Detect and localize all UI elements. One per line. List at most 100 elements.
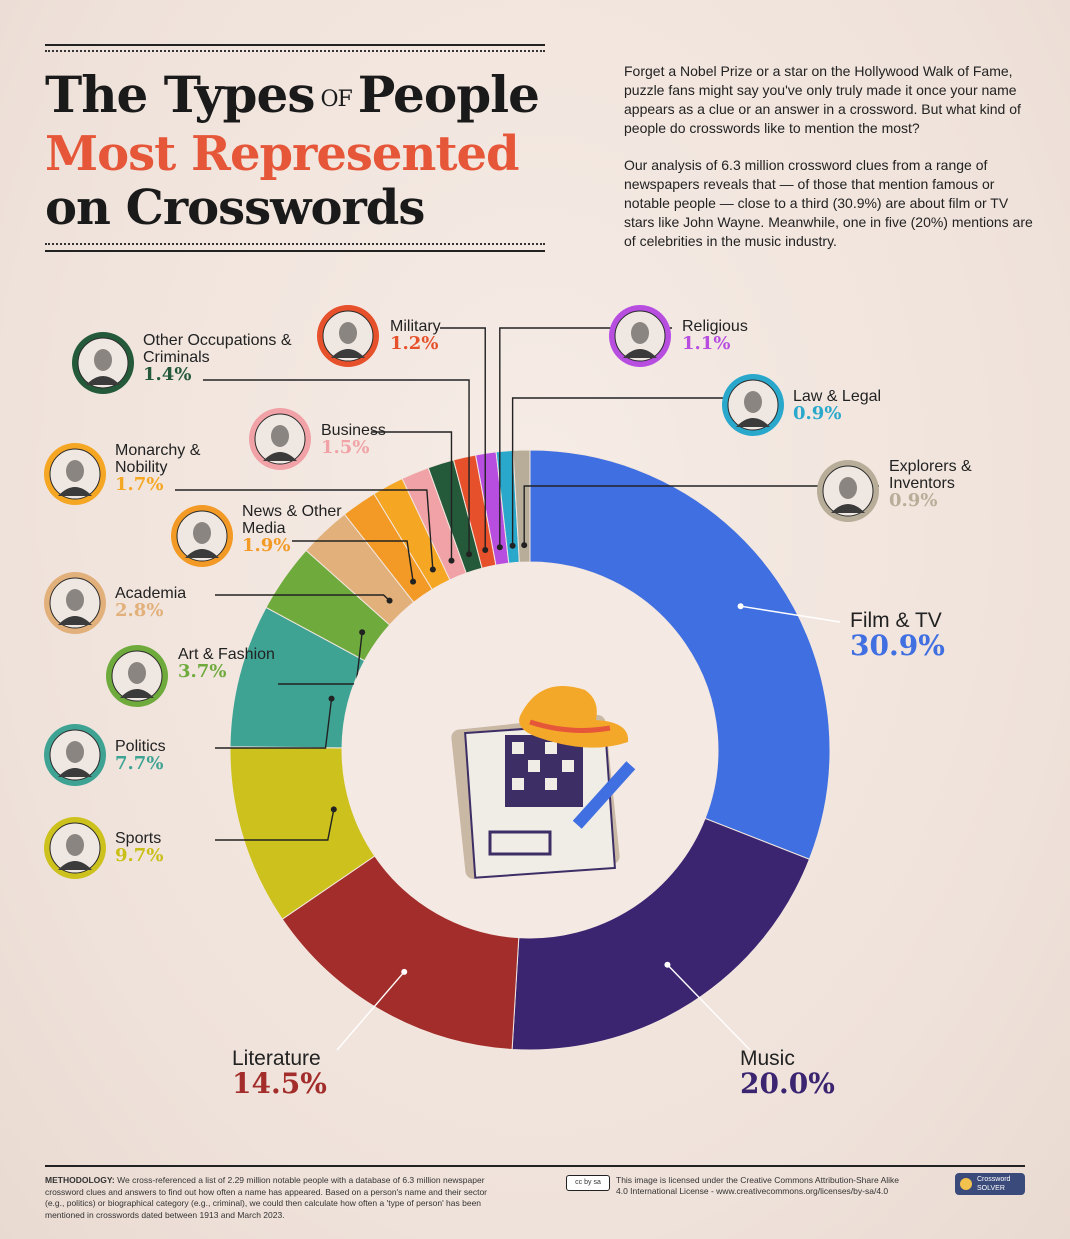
- leader-line-military: [440, 327, 486, 550]
- leader-line-politics: [215, 698, 333, 749]
- leader-line-law-and-legal: [511, 397, 783, 546]
- leader-dot-art-and-fashion: [359, 629, 366, 636]
- page-title: The Types OF People Most Represented on Cr…: [45, 65, 565, 236]
- category-name-academia: Academia: [115, 585, 187, 602]
- label-music: Music 20.0%: [740, 1047, 835, 1100]
- category-name-politics: Politics: [115, 738, 166, 755]
- leader-line-explorers-and-inventors: [523, 485, 879, 546]
- label-sports: Sports 9.7%: [115, 830, 164, 866]
- license-text: This image is licensed under the Creativ…: [616, 1175, 899, 1196]
- title-bottom-dotted-rule: [45, 243, 545, 245]
- portrait-icon-military: [317, 305, 379, 367]
- label-law-and-legal: Law & Legal 0.9%: [793, 388, 882, 424]
- leader-dot-academia: [386, 597, 393, 604]
- title-line1b: OF: [320, 87, 352, 112]
- value-label-religious: 1.1%: [682, 333, 731, 354]
- portrait-icon-art-and-fashion: [106, 645, 168, 707]
- intro-text: Forget a Nobel Prize or a star on the Ho…: [624, 62, 1036, 269]
- value-label-literature: 14.5%: [232, 1067, 327, 1100]
- leader-dot-law-and-legal: [509, 542, 516, 549]
- cc-license-icon: cc by sa: [566, 1175, 610, 1191]
- title-top-rule: [45, 44, 545, 46]
- footer-rule: [45, 1165, 1025, 1167]
- label-religious: Religious 1.1%: [682, 318, 748, 354]
- portrait-icon-academia: [44, 572, 106, 634]
- leader-dot-literature: [401, 968, 408, 975]
- leader-line-sports: [215, 809, 335, 841]
- leader-dot-film-and-tv: [737, 603, 744, 610]
- label-film-and-tv: Film & TV 30.9%: [850, 610, 945, 662]
- leader-dot-politics: [328, 695, 335, 702]
- title-top-dotted-rule: [45, 50, 545, 52]
- value-label-monarchy-and-nobility: 1.7%: [115, 474, 164, 495]
- portrait-icon-other-occupations-and-criminals: [72, 332, 134, 394]
- value-label-news-and-other-media: 1.9%: [242, 535, 291, 556]
- value-label-music: 20.0%: [740, 1067, 835, 1100]
- portrait-icon-sports: [44, 817, 106, 879]
- category-name-news-and-other-media: News & Other Media: [242, 503, 342, 537]
- leader-dot-business: [448, 557, 455, 564]
- category-name-military: Military: [390, 318, 441, 335]
- brand-line1: Crossword: [977, 1176, 1011, 1183]
- category-name-explorers-and-inventors: Explorers & Inventors: [889, 458, 972, 492]
- value-label-academia: 2.8%: [115, 600, 164, 621]
- portrait-icon-business: [249, 408, 311, 470]
- methodology: METHODOLOGY: We cross-referenced a list …: [45, 1175, 495, 1221]
- label-news-and-other-media: News & Other Media 1.9%: [242, 503, 352, 556]
- category-name-business: Business: [321, 422, 386, 439]
- category-name-music: Music: [740, 1047, 795, 1070]
- label-military: Military 1.2%: [390, 318, 441, 354]
- leader-dot-monarchy-and-nobility: [429, 566, 436, 573]
- category-name-law-and-legal: Law & Legal: [793, 388, 882, 405]
- leader-line-music: [666, 964, 751, 1051]
- crossword-hat-icon: [451, 685, 636, 879]
- portrait-icon-news-and-other-media: [171, 505, 233, 567]
- label-literature: Literature 14.5%: [232, 1047, 327, 1100]
- title-line3: on Crosswords: [45, 180, 425, 236]
- category-name-sports: Sports: [115, 830, 162, 847]
- leader-line-other-occupations-and-criminals: [203, 379, 470, 555]
- label-art-and-fashion: Art & Fashion 3.7%: [178, 646, 275, 681]
- category-name-literature: Literature: [232, 1047, 321, 1070]
- value-label-law-and-legal: 0.9%: [793, 403, 842, 424]
- leader-dot-military: [482, 546, 489, 553]
- title-bottom-rule: [45, 250, 545, 252]
- value-label-other-occupations-and-criminals: 1.4%: [143, 364, 192, 385]
- leader-line-news-and-other-media: [292, 540, 414, 582]
- value-label-sports: 9.7%: [115, 845, 164, 866]
- value-label-explorers-and-inventors: 0.9%: [889, 490, 938, 511]
- value-label-military: 1.2%: [390, 333, 439, 354]
- intro-paragraph-1: Forget a Nobel Prize or a star on the Ho…: [624, 63, 1021, 136]
- portrait-icon-explorers-and-inventors: [817, 460, 879, 522]
- leader-dot-other-occupations-and-criminals: [466, 551, 473, 558]
- value-label-film-and-tv: 30.9%: [850, 629, 945, 662]
- label-other-occupations-and-criminals: Other Occupations & Criminals 1.4%: [143, 332, 303, 385]
- logo-icon: [960, 1178, 972, 1190]
- title-line1a: The Types: [45, 65, 315, 124]
- leader-line-literature: [336, 971, 405, 1051]
- leader-dot-explorers-and-inventors: [521, 542, 528, 549]
- title-line2: Most Represented: [45, 126, 520, 182]
- brand-line2: SOLVER: [977, 1185, 1005, 1192]
- leader-dot-music: [664, 961, 671, 968]
- leader-line-film-and-tv: [740, 605, 841, 623]
- leader-dot-news-and-other-media: [410, 578, 417, 585]
- title-line1c: People: [357, 65, 540, 124]
- license: cc by sa This image is licensed under the…: [566, 1175, 906, 1197]
- label-monarchy-and-nobility: Monarchy & Nobility 1.7%: [115, 442, 225, 495]
- value-label-business: 1.5%: [321, 437, 370, 458]
- methodology-label: METHODOLOGY:: [45, 1175, 115, 1185]
- leader-line-business: [371, 431, 453, 561]
- category-name-religious: Religious: [682, 318, 748, 335]
- leader-dot-religious: [496, 544, 503, 551]
- intro-paragraph-2: Our analysis of 6.3 million crossword cl…: [624, 157, 1033, 249]
- portrait-icon-religious: [609, 305, 671, 367]
- portrait-icon-monarchy-and-nobility: [44, 443, 106, 505]
- category-name-other-occupations-and-criminals: Other Occupations & Criminals: [143, 332, 292, 366]
- methodology-text: We cross-referenced a list of 2.29 milli…: [45, 1175, 487, 1220]
- value-label-politics: 7.7%: [115, 753, 164, 774]
- category-name-art-and-fashion: Art & Fashion: [178, 646, 275, 663]
- label-politics: Politics 7.7%: [115, 738, 166, 774]
- label-explorers-and-inventors: Explorers & Inventors 0.9%: [889, 458, 999, 511]
